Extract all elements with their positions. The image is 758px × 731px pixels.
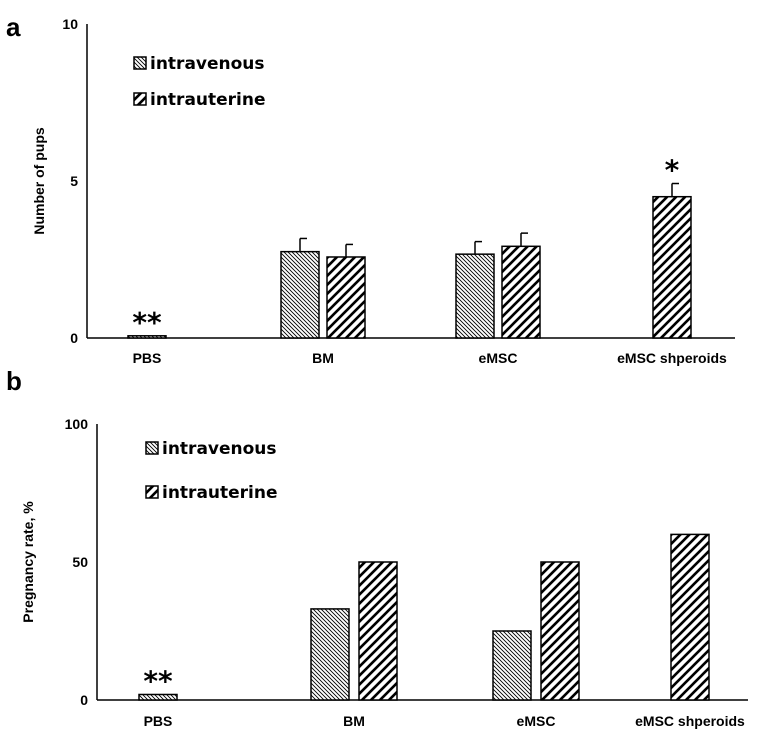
panel-b-legend-item-intrauterine: intrauterine <box>145 483 278 503</box>
x-tick-label: eMSC shperoids <box>635 713 745 729</box>
legend-swatch-intrauterine <box>145 485 159 499</box>
panel-a-bars <box>127 182 692 339</box>
x-tick-label: PBS <box>133 350 162 366</box>
panel-a-legend-item-intravenous: intravenous <box>133 54 265 74</box>
bar-intravenous <box>492 630 532 701</box>
x-tick-label: eMSC <box>517 713 556 729</box>
x-tick-label: BM <box>343 713 365 729</box>
y-tick-label: 50 <box>72 554 88 570</box>
bar-intravenous <box>280 250 320 339</box>
significance-marker: ** <box>132 306 162 339</box>
x-tick-label: PBS <box>144 713 173 729</box>
bar-intravenous <box>127 335 167 339</box>
bar-intravenous <box>138 693 178 701</box>
legend-label-intrauterine: intrauterine <box>150 90 266 110</box>
panel-b-legend-item-intravenous: intravenous <box>145 439 277 459</box>
panel-a-y-ticks: 0 5 10 <box>62 16 78 346</box>
panel-b-letter: b <box>6 366 22 396</box>
legend-label-intravenous: intravenous <box>150 54 265 74</box>
panel-a-annotations: *** <box>132 154 679 339</box>
panel-a-legend-item-intrauterine: intrauterine <box>133 90 266 110</box>
x-tick-label: eMSC <box>479 350 518 366</box>
y-tick-label: 100 <box>65 416 89 432</box>
bar-intrauterine <box>540 561 580 701</box>
panel-a-x-ticks: PBS BM eMSC eMSC shperoids <box>133 350 727 366</box>
bar-intrauterine <box>652 195 692 339</box>
panel-b-x-ticks: PBS BM eMSC eMSC shperoids <box>144 713 745 729</box>
bar-intravenous <box>455 253 495 339</box>
significance-marker: ** <box>143 664 173 697</box>
bar-intrauterine <box>326 256 366 339</box>
y-tick-label: 0 <box>70 330 78 346</box>
bar-intrauterine <box>501 245 541 339</box>
panel-b-bars <box>138 533 710 701</box>
legend-label-intrauterine: intrauterine <box>162 483 278 503</box>
panel-a-y-label: Number of pups <box>31 127 47 235</box>
legend-swatch-intrauterine <box>133 92 147 106</box>
significance-marker: * <box>665 154 680 187</box>
bar-intrauterine <box>358 561 398 701</box>
x-tick-label: eMSC shperoids <box>617 350 727 366</box>
panel-b: b Pregnancy rate, % 0 50 100 PBS BM eMSC eMSC… <box>6 366 748 729</box>
legend-label-intravenous: intravenous <box>162 439 277 459</box>
y-tick-label: 5 <box>70 173 78 189</box>
bar-intrauterine <box>670 533 710 701</box>
x-tick-label: BM <box>312 350 334 366</box>
panel-b-legend: intravenous intrauterine <box>145 439 278 503</box>
y-tick-label: 10 <box>62 16 78 32</box>
legend-swatch-intravenous <box>145 441 159 455</box>
legend-swatch-intravenous <box>133 56 147 70</box>
panel-b-annotations: ** <box>143 664 173 697</box>
panel-a-letter: a <box>6 12 21 42</box>
bar-intravenous <box>310 608 350 701</box>
y-tick-label: 0 <box>80 692 88 708</box>
panel-a: a Number of pups 0 5 10 PBS BM eMSC eMSC shpe… <box>6 12 735 366</box>
panel-a-legend: intravenous intrauterine <box>133 54 266 110</box>
panel-b-y-label: Pregnancy rate, % <box>20 501 36 623</box>
panel-b-y-ticks: 0 50 100 <box>65 416 89 708</box>
